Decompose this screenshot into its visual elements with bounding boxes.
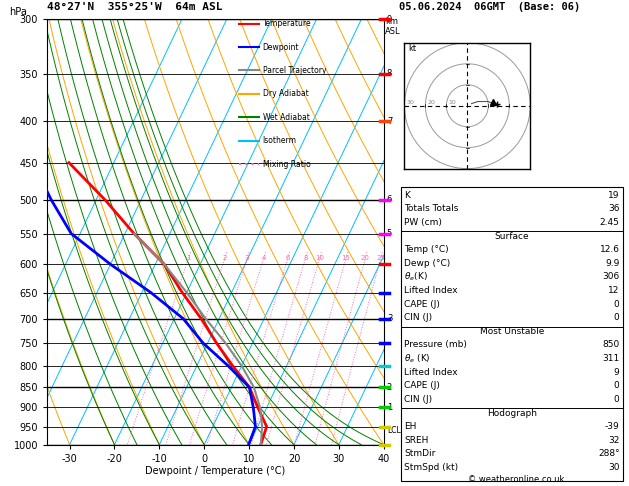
Text: 30: 30 [608, 463, 620, 472]
Text: kt: kt [409, 44, 417, 53]
Text: CAPE (J): CAPE (J) [404, 300, 440, 309]
Text: 8: 8 [303, 255, 308, 261]
Text: Parcel Trajectory: Parcel Trajectory [262, 66, 326, 75]
Text: 30: 30 [406, 100, 415, 104]
Text: 32: 32 [608, 436, 620, 445]
Text: 850: 850 [603, 341, 620, 349]
Text: 19: 19 [608, 191, 620, 200]
X-axis label: Dewpoint / Temperature (°C): Dewpoint / Temperature (°C) [145, 467, 286, 476]
Text: 6: 6 [387, 195, 392, 205]
Text: © weatheronline.co.uk: © weatheronline.co.uk [467, 474, 564, 484]
Text: 36: 36 [608, 205, 620, 213]
Text: Totals Totals: Totals Totals [404, 205, 459, 213]
Text: 9: 9 [387, 15, 392, 24]
Text: 10: 10 [315, 255, 324, 261]
Text: 2: 2 [223, 255, 227, 261]
Text: $\theta_e$(K): $\theta_e$(K) [404, 271, 428, 283]
Text: 8: 8 [387, 69, 392, 78]
Text: 5: 5 [387, 229, 392, 238]
Text: 1: 1 [186, 255, 191, 261]
Text: 20: 20 [361, 255, 370, 261]
Text: 4: 4 [262, 255, 266, 261]
Text: 288°: 288° [598, 450, 620, 458]
Text: 2: 2 [387, 383, 392, 392]
Text: StmDir: StmDir [404, 450, 436, 458]
Text: Dewp (°C): Dewp (°C) [404, 259, 451, 268]
Text: 3: 3 [245, 255, 249, 261]
Text: StmSpd (kt): StmSpd (kt) [404, 463, 459, 472]
Text: -39: -39 [605, 422, 620, 431]
Text: 9.9: 9.9 [605, 259, 620, 268]
Text: Temp (°C): Temp (°C) [404, 245, 449, 254]
Text: 12: 12 [608, 286, 620, 295]
Text: 1: 1 [387, 403, 392, 412]
Text: CAPE (J): CAPE (J) [404, 382, 440, 390]
Text: Dewpoint: Dewpoint [262, 43, 299, 52]
Text: hPa: hPa [9, 7, 27, 17]
Text: 0: 0 [614, 313, 620, 322]
Text: 20: 20 [428, 100, 435, 104]
Text: 306: 306 [603, 273, 620, 281]
Text: Lifted Index: Lifted Index [404, 368, 458, 377]
Text: 6: 6 [286, 255, 290, 261]
Text: 0: 0 [614, 300, 620, 309]
Text: 0: 0 [614, 395, 620, 404]
Text: 15: 15 [342, 255, 350, 261]
Text: 311: 311 [603, 354, 620, 363]
Text: 9: 9 [614, 368, 620, 377]
Text: Mixing Ratio: Mixing Ratio [262, 159, 310, 169]
Text: 10: 10 [448, 100, 456, 104]
Text: 12.6: 12.6 [599, 245, 620, 254]
Text: Hodograph: Hodograph [487, 409, 537, 417]
Text: Temperature: Temperature [262, 19, 311, 28]
Text: SREH: SREH [404, 436, 429, 445]
Text: EH: EH [404, 422, 417, 431]
Text: $\theta_e$ (K): $\theta_e$ (K) [404, 352, 431, 365]
Text: PW (cm): PW (cm) [404, 218, 442, 227]
Text: 2.45: 2.45 [599, 218, 620, 227]
Text: 48°27'N  355°25'W  64m ASL: 48°27'N 355°25'W 64m ASL [47, 2, 223, 12]
Text: Isotherm: Isotherm [262, 136, 296, 145]
Text: 3: 3 [387, 314, 392, 323]
Text: 05.06.2024  06GMT  (Base: 06): 05.06.2024 06GMT (Base: 06) [399, 2, 581, 12]
Text: 0: 0 [614, 382, 620, 390]
Text: K: K [404, 191, 410, 200]
Text: Wet Adiabat: Wet Adiabat [262, 113, 309, 122]
Text: LCL: LCL [387, 426, 401, 435]
Text: Most Unstable: Most Unstable [480, 327, 544, 336]
Text: 25: 25 [376, 255, 385, 261]
Text: km
ASL: km ASL [385, 17, 401, 36]
Text: Surface: Surface [494, 232, 530, 241]
Text: Dry Adiabat: Dry Adiabat [262, 89, 308, 98]
Text: 7: 7 [387, 117, 392, 125]
Text: CIN (J): CIN (J) [404, 395, 433, 404]
Text: CIN (J): CIN (J) [404, 313, 433, 322]
Text: Pressure (mb): Pressure (mb) [404, 341, 467, 349]
Text: Lifted Index: Lifted Index [404, 286, 458, 295]
